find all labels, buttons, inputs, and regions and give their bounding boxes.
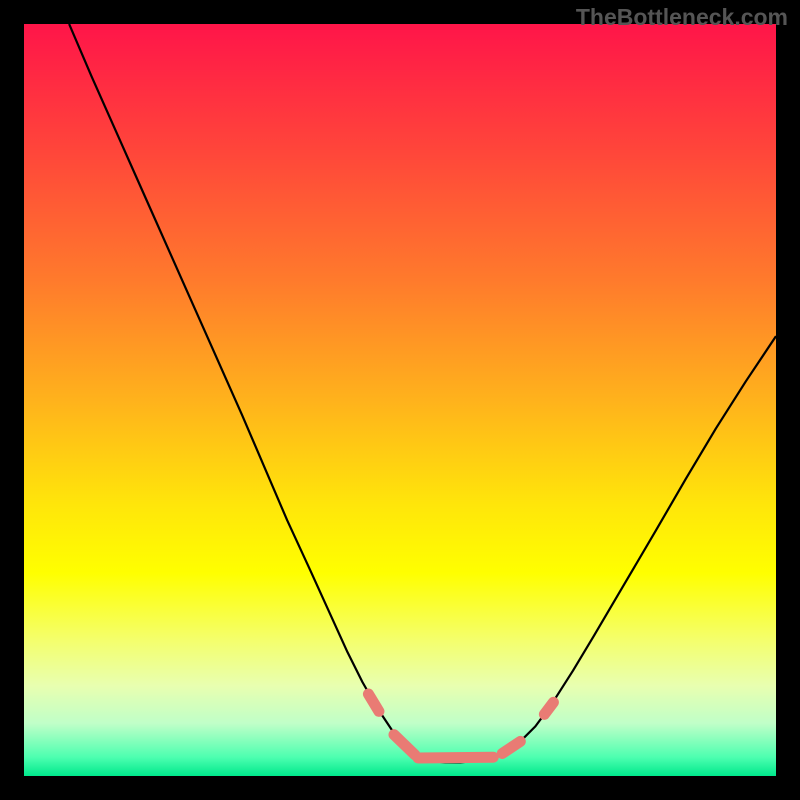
bottleneck-chart: [24, 24, 776, 776]
highlight-segment: [418, 757, 493, 758]
gradient-background: [24, 24, 776, 776]
attribution-text: TheBottleneck.com: [576, 4, 788, 31]
highlight-segment: [544, 702, 553, 714]
